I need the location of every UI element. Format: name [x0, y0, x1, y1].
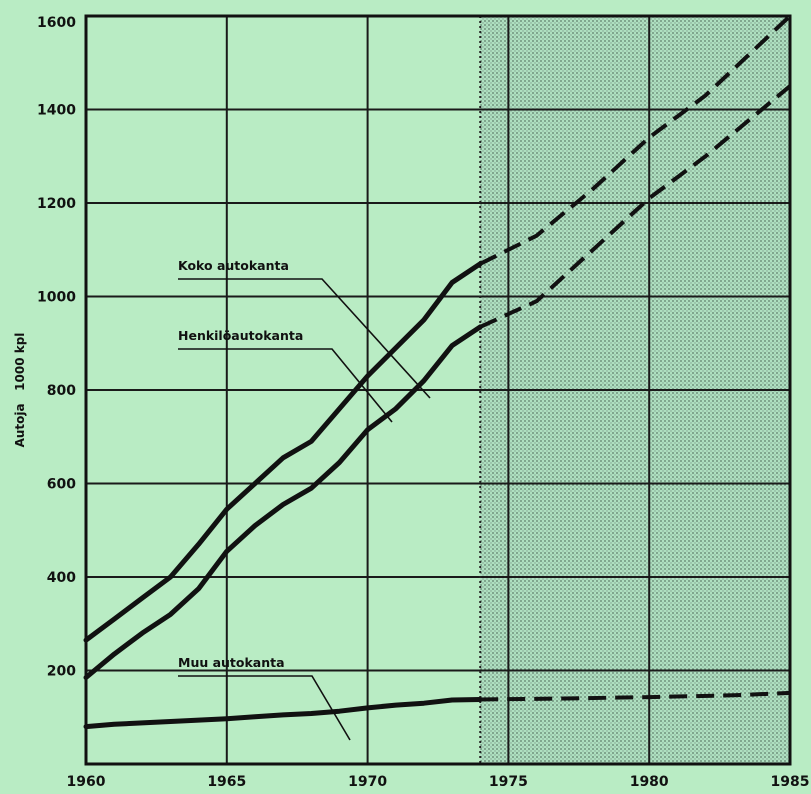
- x-tick-label: 1965: [207, 774, 246, 790]
- series-line-muu-autokanta: [83, 697, 483, 730]
- x-tick-label: 1970: [348, 774, 387, 790]
- series-labels: Koko autokanta Henkilöautokanta Muu autoka…: [178, 258, 431, 741]
- y-axis-label: Autoja 1000 kpl: [13, 333, 27, 448]
- series-forecast-koko-autokanta: [479, 14, 792, 266]
- x-axis-ticks: 1960 1965 1970 1975 1980 1985: [67, 774, 810, 790]
- plot-frame: [84, 14, 792, 766]
- x-tick-label: 1960: [67, 774, 106, 790]
- y-tick-label: 200: [47, 664, 76, 680]
- y-axis-ticks: 200 400 600 800 1000 1200 1400 1600: [37, 15, 76, 680]
- x-tick-label: 1985: [771, 774, 810, 790]
- y-tick-label: 1200: [37, 196, 76, 212]
- y-tick-label: 400: [47, 570, 76, 586]
- x-tick-label: 1975: [489, 774, 528, 790]
- leader-line-henkil-autokanta: [178, 348, 393, 423]
- series-layer: [83, 14, 792, 730]
- leader-line-koko-autokanta: [178, 278, 431, 399]
- y-tick-label: 1600: [37, 15, 76, 31]
- series-label-muu-autokanta: Muu autokanta: [178, 655, 285, 670]
- series-label-henkil-autokanta: Henkilöautokanta: [178, 328, 303, 343]
- y-tick-label: 1400: [37, 103, 76, 119]
- series-line-koko-autokanta: [83, 261, 483, 643]
- series-forecast-henkil-autokanta: [479, 84, 792, 329]
- series-label-koko-autokanta: Koko autokanta: [178, 258, 289, 273]
- y-tick-label: 800: [47, 383, 76, 399]
- leader-line-muu-autokanta: [178, 675, 351, 741]
- series-line-henkil-autokanta: [83, 324, 483, 680]
- y-tick-label: 1000: [37, 290, 76, 306]
- y-tick-label: 600: [47, 477, 76, 493]
- grid-lines: [86, 16, 790, 764]
- series-forecast-muu-autokanta: [480, 690, 791, 702]
- x-tick-label: 1980: [630, 774, 669, 790]
